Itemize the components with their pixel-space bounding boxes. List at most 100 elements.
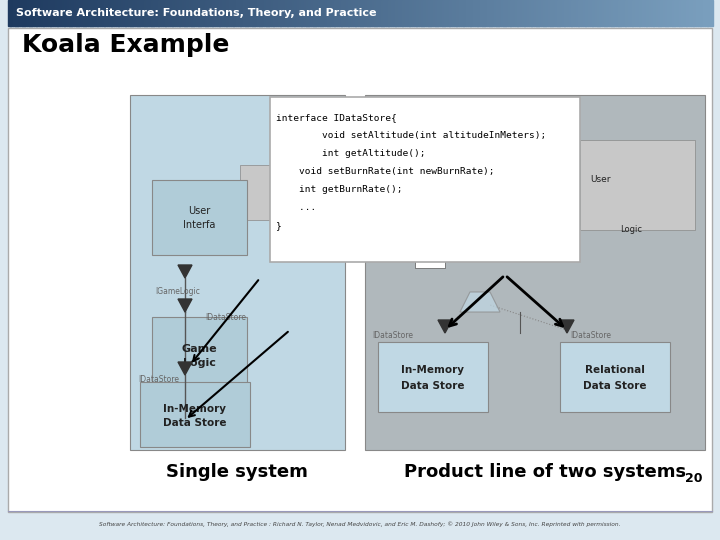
Bar xyxy=(559,0,562,26)
Bar xyxy=(418,0,421,26)
Text: Single system: Single system xyxy=(166,463,308,481)
Bar xyxy=(172,0,175,26)
Bar xyxy=(560,342,670,412)
Bar xyxy=(703,0,706,26)
Bar xyxy=(285,0,288,26)
Bar xyxy=(53,0,55,26)
Bar xyxy=(315,0,318,26)
Bar xyxy=(433,0,436,26)
Bar xyxy=(196,0,199,26)
Text: 20: 20 xyxy=(685,471,703,484)
Bar xyxy=(365,95,705,450)
Bar xyxy=(693,0,696,26)
Bar xyxy=(485,0,487,26)
Bar xyxy=(271,0,274,26)
Bar xyxy=(299,0,302,26)
Bar xyxy=(353,0,356,26)
Bar xyxy=(43,0,46,26)
Bar xyxy=(121,0,124,26)
Bar xyxy=(515,0,518,26)
Bar xyxy=(207,0,210,26)
Bar xyxy=(336,0,339,26)
Bar xyxy=(86,0,89,26)
Bar xyxy=(416,0,419,26)
Bar xyxy=(203,0,206,26)
Bar xyxy=(370,140,490,230)
Bar xyxy=(240,165,330,220)
Bar xyxy=(660,0,663,26)
Bar xyxy=(252,0,255,26)
Bar xyxy=(414,0,417,26)
Bar xyxy=(360,0,363,26)
Bar xyxy=(228,0,231,26)
Bar xyxy=(179,0,182,26)
Polygon shape xyxy=(460,292,500,312)
Bar xyxy=(304,0,307,26)
Bar xyxy=(637,0,640,26)
Bar xyxy=(390,0,393,26)
Bar xyxy=(557,0,560,26)
Bar xyxy=(158,0,161,26)
Bar xyxy=(492,0,494,26)
Bar xyxy=(254,0,257,26)
Bar xyxy=(583,0,586,26)
Bar xyxy=(402,0,405,26)
Bar xyxy=(29,0,32,26)
Bar xyxy=(524,0,527,26)
Bar xyxy=(45,0,48,26)
Bar xyxy=(165,0,168,26)
Bar xyxy=(438,0,441,26)
Text: User: User xyxy=(590,176,611,185)
Bar xyxy=(19,0,22,26)
Bar xyxy=(517,0,520,26)
Bar xyxy=(60,0,63,26)
Bar xyxy=(27,0,30,26)
Bar xyxy=(415,246,445,268)
Bar xyxy=(651,0,654,26)
Bar xyxy=(348,0,351,26)
Bar xyxy=(421,0,424,26)
Bar xyxy=(184,0,187,26)
Bar xyxy=(539,0,541,26)
Bar xyxy=(235,0,238,26)
Bar xyxy=(567,0,570,26)
Bar xyxy=(691,0,694,26)
Bar xyxy=(585,0,588,26)
Bar xyxy=(287,0,290,26)
Bar xyxy=(550,0,553,26)
Text: IDataStore: IDataStore xyxy=(205,314,246,322)
Text: Koala Example: Koala Example xyxy=(22,33,230,57)
Bar xyxy=(320,0,323,26)
Bar xyxy=(198,0,201,26)
Text: Logic: Logic xyxy=(620,226,642,234)
Text: IDataStore: IDataStore xyxy=(532,244,573,253)
Bar xyxy=(494,0,497,26)
Bar xyxy=(22,0,25,26)
Bar xyxy=(628,0,631,26)
Bar xyxy=(250,0,253,26)
Bar xyxy=(168,0,171,26)
Bar xyxy=(677,0,680,26)
Bar xyxy=(177,0,180,26)
Bar xyxy=(536,0,539,26)
Bar xyxy=(444,0,447,26)
Text: M: M xyxy=(426,252,435,262)
Bar xyxy=(580,140,695,230)
Bar xyxy=(578,0,581,26)
Bar xyxy=(662,0,665,26)
Bar xyxy=(552,0,555,26)
Bar xyxy=(351,0,354,26)
Bar xyxy=(369,0,372,26)
Bar xyxy=(318,0,320,26)
Text: Product line of two systems: Product line of two systems xyxy=(404,463,686,481)
Text: User: User xyxy=(189,206,211,217)
Bar xyxy=(243,0,246,26)
Text: int getAltitude();: int getAltitude(); xyxy=(276,149,426,158)
Bar xyxy=(604,0,607,26)
Bar xyxy=(412,0,415,26)
Bar xyxy=(428,0,431,26)
Bar xyxy=(670,0,672,26)
Bar xyxy=(522,0,525,26)
Bar xyxy=(634,0,637,26)
Bar xyxy=(90,0,93,26)
